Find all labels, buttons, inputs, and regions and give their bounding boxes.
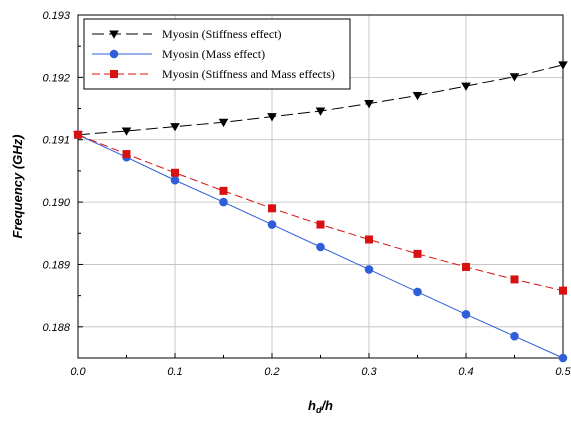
series-layer	[73, 61, 568, 363]
y-tick-label: 0.192	[42, 72, 70, 84]
data-point	[219, 197, 228, 207]
data-point	[316, 220, 325, 229]
data-point	[461, 310, 471, 319]
data-point	[461, 82, 471, 91]
legend-swatch-marker	[109, 30, 119, 39]
data-point	[267, 220, 277, 229]
y-tick-label: 0.188	[42, 322, 70, 334]
data-point	[268, 204, 276, 213]
data-point	[558, 353, 568, 363]
data-point	[462, 262, 470, 271]
data-point	[122, 150, 131, 159]
x-tick-label: 0.4	[458, 366, 473, 378]
series-line	[77, 134, 564, 292]
data-point	[365, 235, 373, 244]
data-point	[412, 91, 423, 101]
data-point	[559, 286, 567, 295]
y-tick-label: 0.190	[42, 197, 70, 209]
legend-swatch-marker	[109, 49, 119, 59]
x-axis-label: hd/h	[308, 398, 333, 415]
data-point	[510, 331, 519, 341]
data-point	[558, 61, 568, 70]
data-point	[316, 242, 325, 252]
y-axis-label: Frequency (GHz)	[10, 134, 25, 238]
data-point	[74, 130, 82, 139]
series-3	[74, 130, 567, 295]
data-point	[219, 186, 228, 195]
data-point	[171, 168, 179, 177]
y-tick-label: 0.191	[42, 135, 70, 147]
data-point	[364, 100, 374, 109]
x-axis-label-subscript: d	[316, 405, 322, 415]
x-axis-label-main: h	[308, 398, 316, 413]
legend-label: Myosin (Stiffness and Mass effects)	[162, 67, 335, 81]
x-axis-label-tail: /h	[320, 398, 333, 413]
legend: Myosin (Stiffness effect) Myosin (Mass ef…	[83, 18, 351, 90]
legend-swatch-marker	[110, 70, 118, 78]
data-point	[315, 107, 326, 116]
legend-label: Myosin (Mass effect)	[162, 47, 265, 61]
axis-ticks: 0.0 0.1 0.2 0.3 0.4 0.5 0.188 0.189 0.190 0.191 0.…	[42, 10, 571, 378]
legend-label: Myosin (Stiffness effect)	[162, 27, 282, 41]
data-point	[267, 113, 277, 122]
data-point	[170, 123, 180, 132]
data-point	[510, 275, 519, 284]
data-point	[218, 118, 229, 128]
data-point	[121, 127, 132, 136]
data-point	[413, 249, 422, 258]
data-point	[364, 265, 374, 274]
data-point	[170, 175, 180, 185]
data-point	[413, 287, 422, 297]
x-tick-label: 0.3	[361, 366, 377, 378]
x-tick-label: 0.2	[264, 366, 279, 378]
x-tick-label: 0.5	[555, 366, 571, 378]
x-tick-label: 0.0	[70, 366, 86, 378]
y-tick-label: 0.189	[42, 259, 70, 271]
x-tick-label: 0.1	[167, 366, 182, 378]
series-2	[73, 130, 568, 363]
y-tick-label: 0.193	[42, 10, 70, 22]
data-point	[509, 73, 520, 82]
